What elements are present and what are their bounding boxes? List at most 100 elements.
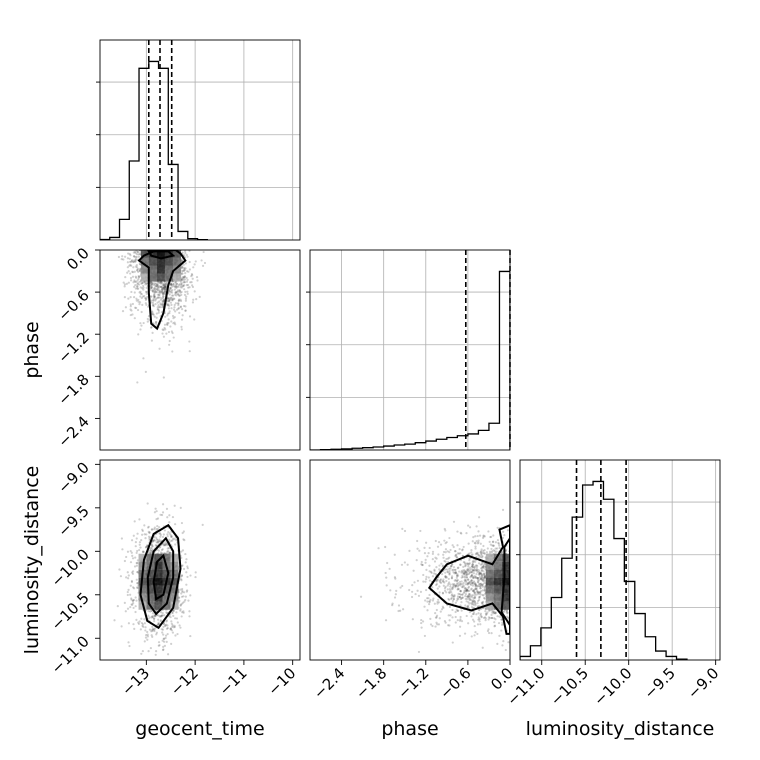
scatter-point <box>482 565 485 569</box>
scatter-point <box>450 577 454 580</box>
scatter-point <box>474 575 477 578</box>
scatter-point <box>149 547 152 550</box>
scatter-point <box>448 551 451 554</box>
scatter-point <box>136 283 139 286</box>
scatter-point <box>147 650 150 653</box>
scatter-point <box>164 542 168 546</box>
scatter-point <box>168 551 171 554</box>
scatter-point <box>456 585 460 588</box>
scatter-point <box>406 563 409 566</box>
scatter-point <box>160 288 164 291</box>
scatter-point <box>385 576 388 579</box>
scatter-point <box>159 619 162 622</box>
scatter-point <box>153 614 157 618</box>
scatter-point <box>126 271 129 274</box>
scatter-point <box>178 289 182 292</box>
density-cell <box>509 585 510 594</box>
scatter-point <box>154 627 157 630</box>
contour-line <box>146 536 175 616</box>
scatter-point <box>172 317 175 320</box>
scatter-point <box>171 331 174 335</box>
scatter-point <box>447 582 450 585</box>
scatter-point <box>144 636 148 639</box>
scatter-point <box>150 326 153 329</box>
scatter-point <box>140 324 143 327</box>
scatter-point <box>180 595 184 598</box>
scatter-point <box>470 615 473 618</box>
scatter-point <box>131 557 135 560</box>
scatter-point <box>173 537 176 541</box>
scatter-point <box>162 286 166 289</box>
scatter-point <box>136 559 139 562</box>
x-tick-label: −1.8 <box>352 664 390 702</box>
scatter-point <box>486 547 489 550</box>
scatter-point <box>478 584 481 587</box>
scatter-point <box>122 281 125 284</box>
scatter-point <box>473 566 476 569</box>
scatter-point <box>140 621 144 625</box>
scatter-point <box>490 616 494 620</box>
scatter-point <box>173 297 176 300</box>
density-cell <box>501 585 510 594</box>
scatter-point <box>162 293 165 297</box>
scatter-point <box>170 320 173 323</box>
scatter-point <box>459 625 462 628</box>
y-tick-label: −1.8 <box>54 370 92 408</box>
scatter-point <box>129 276 133 280</box>
scatter-point <box>465 589 468 593</box>
scatter-point <box>146 635 149 638</box>
scatter-point <box>470 551 473 554</box>
scatter-point <box>134 541 137 544</box>
scatter-point <box>439 581 442 584</box>
scatter-point <box>157 311 160 314</box>
scatter-point <box>475 570 478 573</box>
scatter-point <box>444 621 447 624</box>
scatter-point <box>384 571 387 575</box>
scatter-point <box>132 606 135 610</box>
scatter-point <box>164 283 167 286</box>
scatter-point <box>159 285 162 288</box>
scatter-point <box>177 307 180 310</box>
scatter-point <box>474 576 477 579</box>
scatter-point <box>478 516 481 519</box>
hist-bin <box>614 539 624 660</box>
scatter-point <box>149 287 152 290</box>
scatter-point <box>468 602 471 605</box>
scatter-point <box>171 298 174 301</box>
scatter-point <box>435 616 438 619</box>
scatter-point <box>425 577 428 581</box>
scatter-point <box>181 587 184 591</box>
scatter-point <box>476 623 480 626</box>
density-cell <box>138 553 147 562</box>
scatter-point <box>468 568 472 572</box>
scatter-point <box>146 295 149 299</box>
scatter-point <box>465 589 468 592</box>
scatter-point <box>452 597 455 601</box>
scatter-point <box>138 548 141 552</box>
scatter-point <box>475 525 478 528</box>
scatter-point <box>411 590 414 593</box>
scatter-point <box>460 582 463 585</box>
scatter-point <box>131 572 135 575</box>
scatter-point <box>160 285 163 289</box>
scatter-point <box>183 254 186 257</box>
hist-bin <box>489 423 500 450</box>
scatter-point <box>467 586 470 589</box>
scatter-point <box>183 591 186 594</box>
scatter-point <box>454 584 457 587</box>
density-cell <box>501 569 510 578</box>
scatter-point <box>153 628 156 631</box>
scatter-point <box>490 616 494 620</box>
scatter-point <box>472 576 475 579</box>
scatter-point <box>184 598 187 602</box>
scatter-point <box>476 591 479 594</box>
scatter-point <box>162 542 166 545</box>
scatter-point <box>149 285 152 288</box>
scatter-point <box>179 608 182 611</box>
scatter-point <box>435 580 438 583</box>
scatter-point <box>146 526 150 529</box>
scatter-point <box>471 589 475 593</box>
scatter-point <box>477 530 480 533</box>
scatter-point <box>466 583 469 586</box>
scatter-point <box>468 592 471 596</box>
